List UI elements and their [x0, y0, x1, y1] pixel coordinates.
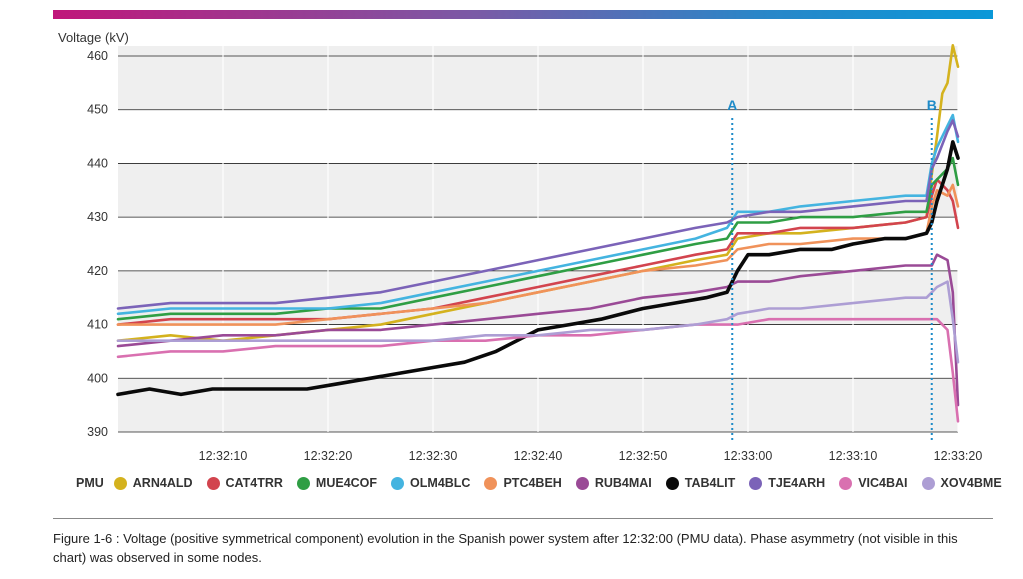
header-accent-bar [53, 10, 993, 19]
y-tick-label: 460 [87, 49, 108, 63]
series-line-tab4lit [116, 140, 960, 397]
series-line-xov4bme [116, 280, 960, 364]
legend-swatch [391, 476, 405, 490]
legend-label: TJE4ARH [768, 476, 826, 490]
legend-item-vic4bai: VIC4BAI [839, 476, 908, 490]
legend-item-olm4blc: OLM4BLC [391, 476, 470, 490]
legend-swatch [921, 476, 935, 490]
x-tick-label: 12:32:20 [304, 449, 353, 463]
legend-swatch [206, 476, 220, 490]
legend-swatch [296, 476, 310, 490]
legend-swatch [484, 476, 498, 490]
legend-swatch [665, 476, 679, 490]
legend-swatch [749, 476, 763, 490]
legend-label: VIC4BAI [858, 476, 908, 490]
figure-caption: Figure 1-6 : Voltage (positive symmetric… [53, 531, 958, 565]
x-tick-label: 12:32:30 [409, 449, 458, 463]
x-tick-label: 12:32:10 [199, 449, 248, 463]
x-tick-label: 12:33:20 [934, 449, 983, 463]
legend-label: MUE4COF [315, 476, 378, 490]
legend: PMU ARN4ALD CAT4TRR MUE4COF OLM4BLC PTC4BEH R… [76, 476, 1016, 490]
legend-item-rub4mai: RUB4MAI [575, 476, 652, 490]
y-tick-label: 450 [87, 103, 108, 117]
x-tick-label: 12:32:40 [514, 449, 563, 463]
marker-label-b: B [927, 97, 937, 113]
marker-label-a: A [727, 97, 737, 113]
legend-label: RUB4MAI [594, 476, 652, 490]
y-tick-label: 440 [87, 156, 108, 170]
y-axis-label: Voltage (kV) [58, 30, 129, 45]
legend-item-tje4arh: TJE4ARH [749, 476, 825, 490]
y-tick-label: 390 [87, 425, 108, 439]
legend-item-cat4trr: CAT4TRR [206, 476, 283, 490]
legend-item-mue4cof: MUE4COF [296, 476, 378, 490]
legend-label: ARN4ALD [132, 476, 193, 490]
legend-item-ptc4beh: PTC4BEH [484, 476, 562, 490]
x-tick-label: 12:33:10 [829, 449, 878, 463]
legend-label: PTC4BEH [503, 476, 562, 490]
series-line-tje4arh [116, 119, 960, 310]
legend-item-arn4ald: ARN4ALD [113, 476, 193, 490]
legend-label: TAB4LIT [684, 476, 736, 490]
legend-item-tab4lit: TAB4LIT [665, 476, 736, 490]
legend-swatch [113, 476, 127, 490]
legend-swatch [575, 476, 589, 490]
legend-item-xov4bme: XOV4BME [921, 476, 1002, 490]
legend-label: OLM4BLC [410, 476, 471, 490]
y-tick-label: 410 [87, 318, 108, 332]
y-tick-label: 430 [87, 210, 108, 224]
y-tick-label: 420 [87, 264, 108, 278]
caption-divider [53, 518, 993, 519]
voltage-chart: 390 400 410 420 430 440 450 460 12:32:10 12:32:2… [87, 43, 983, 463]
x-tick-label: 12:33:00 [724, 449, 773, 463]
legend-label: XOV4BME [940, 476, 1002, 490]
legend-title: PMU [76, 476, 104, 490]
y-tick-label: 400 [87, 371, 108, 385]
x-tick-label: 12:32:50 [619, 449, 668, 463]
series-line-olm4blc [116, 113, 960, 316]
legend-swatch [839, 476, 853, 490]
legend-label: CAT4TRR [225, 476, 283, 490]
